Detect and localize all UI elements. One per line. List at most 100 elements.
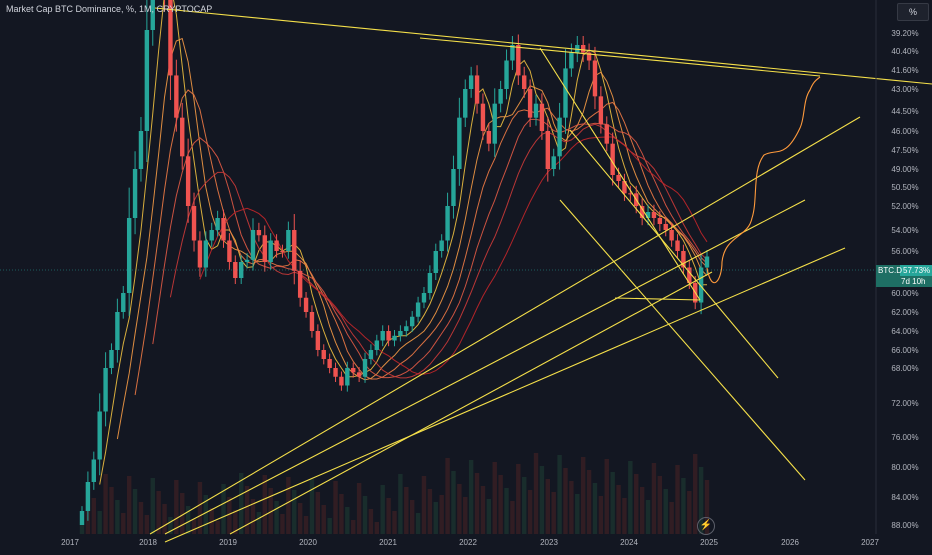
- y-tick-label: 46.00%: [891, 127, 918, 136]
- candle-body: [144, 30, 150, 131]
- y-tick-label: 49.00%: [891, 165, 918, 174]
- candle-body: [392, 335, 397, 341]
- volume-bar: [150, 478, 155, 534]
- projection-line[interactable]: [706, 76, 821, 284]
- candle-body: [504, 60, 509, 89]
- volume-bar: [634, 474, 639, 534]
- time-axis[interactable]: 2017 2018 2019 2020 2021 2022 2023 2024 2025 2026…: [61, 538, 879, 547]
- trendline[interactable]: [559, 199, 806, 481]
- volume-bar: [244, 486, 250, 534]
- volume-bar: [598, 496, 604, 534]
- candle-body: [374, 340, 380, 350]
- candle-body: [698, 267, 704, 303]
- candle-body: [280, 251, 285, 252]
- volume-bar: [498, 475, 503, 534]
- percent-scale-button[interactable]: %: [897, 3, 929, 21]
- candle-body: [109, 350, 114, 368]
- volume-bar: [557, 455, 562, 534]
- candle-body: [498, 89, 503, 104]
- volume-bar: [651, 463, 657, 534]
- x-tick-label: 2018: [139, 538, 157, 547]
- candle-body: [492, 103, 497, 144]
- candle-body: [551, 156, 556, 169]
- trendline[interactable]: [164, 247, 846, 543]
- candle-body: [563, 68, 568, 118]
- candle-body: [557, 117, 562, 157]
- candle-body: [398, 331, 403, 336]
- y-tick-label: 72.00%: [891, 399, 918, 408]
- y-tick-label: 50.50%: [891, 183, 918, 192]
- ma-line: [199, 136, 708, 375]
- volume-bar: [221, 484, 226, 534]
- trendline-drawings[interactable]: [149, 7, 932, 543]
- candle-body: [704, 256, 710, 268]
- candle-body: [91, 459, 96, 482]
- volume-bar: [486, 499, 492, 534]
- volume-bar: [315, 492, 321, 534]
- y-tick-label: 84.00%: [891, 493, 918, 502]
- y-tick-label: 52.00%: [891, 202, 918, 211]
- volume-bar: [356, 483, 362, 534]
- volume-bar: [510, 501, 515, 534]
- volume-bar: [327, 518, 332, 534]
- trendline[interactable]: [229, 271, 713, 535]
- volume-bar: [156, 491, 161, 534]
- volume-bar: [457, 484, 462, 534]
- volume-bar: [580, 457, 586, 534]
- candle-body: [474, 75, 480, 104]
- trendline[interactable]: [154, 7, 932, 85]
- volume-bar: [321, 505, 326, 534]
- y-tick-label: 64.00%: [891, 327, 918, 336]
- volume-bar: [286, 477, 291, 534]
- candle-body: [233, 262, 238, 278]
- trendline[interactable]: [149, 116, 861, 535]
- volume-bar: [368, 509, 374, 534]
- volume-bar: [687, 491, 692, 534]
- y-tick-label: 47.50%: [891, 146, 918, 155]
- volume-bar: [657, 476, 663, 534]
- volume-bar: [292, 490, 297, 534]
- x-tick-label: 2026: [781, 538, 799, 547]
- trendline[interactable]: [614, 297, 701, 301]
- candle-body: [622, 181, 627, 194]
- trendline[interactable]: [164, 199, 806, 535]
- candle-body: [286, 230, 291, 251]
- y-tick-label: 60.00%: [891, 289, 918, 298]
- candle-body: [327, 359, 332, 368]
- volume-bar: [103, 474, 108, 534]
- trendline[interactable]: [539, 47, 701, 301]
- candle-body: [404, 326, 409, 331]
- tradingview-logo-icon[interactable]: ⚡: [697, 517, 715, 535]
- volume-bar: [527, 490, 533, 534]
- moving-average-ribbon: [99, 0, 708, 485]
- volume-bars: [79, 453, 710, 534]
- trendline[interactable]: [569, 129, 779, 379]
- candle-body: [238, 262, 244, 278]
- candle-body: [681, 251, 686, 268]
- candle-body: [115, 312, 120, 350]
- candle-body: [197, 240, 203, 268]
- volume-bar: [115, 500, 120, 534]
- y-tick-label: 39.20%: [891, 29, 918, 38]
- volume-bar: [339, 494, 344, 534]
- volume-bar: [504, 488, 509, 534]
- price-axis[interactable]: 39.20% 40.40% 41.60% 43.00% 44.50% 46.00% 47.5…: [891, 29, 918, 530]
- candle-body: [209, 230, 214, 241]
- projection-path[interactable]: [706, 76, 821, 284]
- volume-bar: [698, 467, 704, 534]
- volume-bar: [268, 488, 273, 534]
- candle-body: [103, 368, 108, 412]
- trendline[interactable]: [419, 37, 821, 77]
- volume-bar: [227, 497, 232, 534]
- volume-bar: [362, 496, 368, 534]
- y-tick-label: 66.00%: [891, 346, 918, 355]
- candle-body: [180, 117, 185, 157]
- candle-body: [628, 193, 633, 195]
- x-tick-label: 2025: [700, 538, 718, 547]
- volume-bar: [669, 502, 674, 534]
- ma-line: [152, 118, 708, 379]
- y-tick-label: 88.00%: [891, 521, 918, 530]
- volume-bar: [144, 515, 150, 534]
